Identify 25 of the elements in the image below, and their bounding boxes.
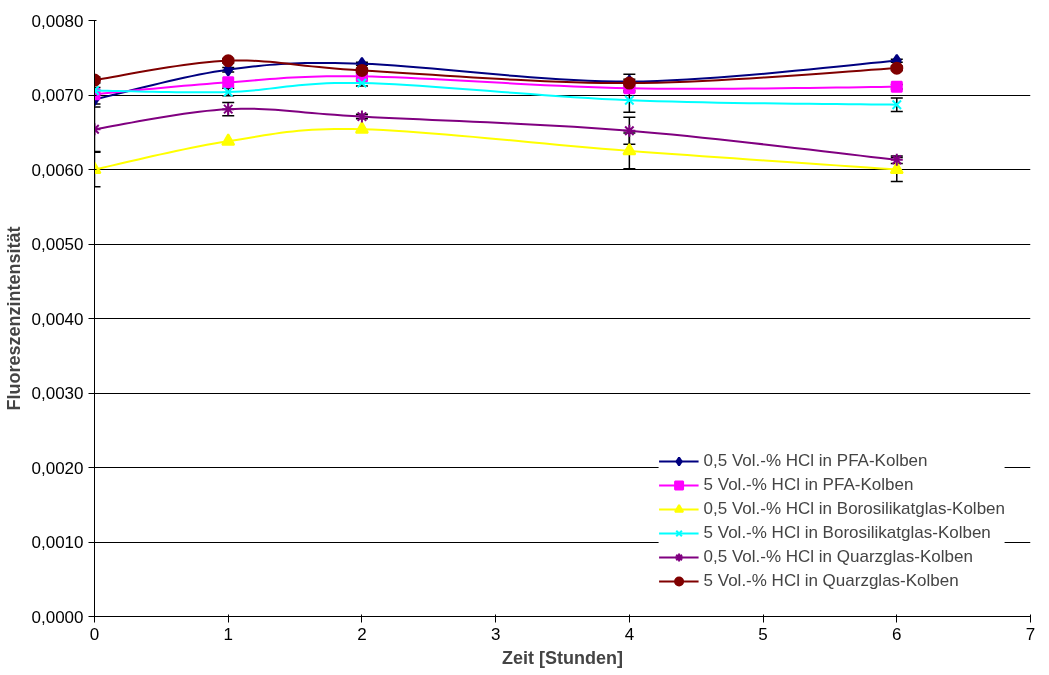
legend-label: 0,5 Vol.-% HCl in Quarzglas-Kolben: [703, 547, 973, 567]
x-axis-title: Zeit [Stunden]: [502, 647, 623, 668]
x-tick-label: 6: [892, 624, 902, 644]
legend-label: 5 Vol.-% HCl in Borosilikatglas-Kolben: [703, 523, 991, 543]
y-tick-label: 0,0080: [31, 11, 84, 31]
y-tick-label: 0,0010: [31, 533, 84, 552]
y-tick-label: 0,0070: [31, 86, 84, 105]
x-tick-label: 1: [223, 624, 233, 644]
x-tick-label: 4: [624, 624, 635, 644]
y-tick-label: 0,0050: [31, 235, 84, 254]
y-tick-label: 0,0030: [31, 384, 84, 403]
legend-label: 5 Vol.-% HCl in Quarzglas-Kolben: [703, 571, 959, 591]
x-tick-label: 7: [1025, 624, 1036, 644]
y-tick-label: 0,0000: [31, 607, 84, 627]
y-tick-label: 0,0020: [31, 458, 84, 478]
legend-label: 0,5 Vol.-% HCl in PFA-Kolben: [703, 451, 928, 471]
y-tick-label: 0,0060: [31, 160, 84, 180]
y-tick-label: 0,0040: [31, 309, 84, 329]
x-tick-label: 5: [758, 624, 768, 644]
x-tick-label: 2: [357, 624, 367, 644]
x-tick-label: 3: [490, 624, 501, 644]
legend-label: 5 Vol.-% HCl in PFA-Kolben: [703, 475, 914, 495]
legend-label: 0,5 Vol.-% HCl in Borosilikatglas-Kolben: [703, 499, 1005, 519]
y-axis-title: Fluoreszenzintensität: [3, 226, 24, 411]
x-tick-label: 0: [89, 624, 100, 644]
